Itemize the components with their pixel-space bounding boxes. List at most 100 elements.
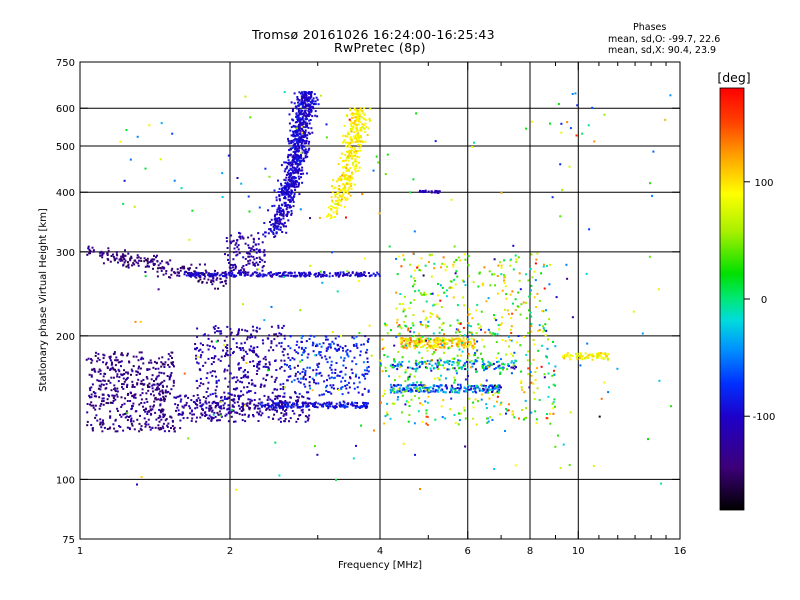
data-point <box>160 269 163 272</box>
data-point <box>142 357 145 360</box>
data-point <box>277 179 279 182</box>
data-point <box>86 411 89 414</box>
data-point <box>244 272 247 275</box>
data-point <box>417 343 420 346</box>
data-point <box>320 356 323 359</box>
data-point <box>320 404 323 407</box>
data-point <box>283 410 286 413</box>
data-point <box>541 344 544 347</box>
data-point <box>425 337 428 340</box>
data-point <box>330 216 333 219</box>
data-point <box>346 178 349 181</box>
data-point <box>437 191 440 194</box>
data-point <box>453 414 456 416</box>
data-point <box>243 271 245 274</box>
data-point <box>414 367 417 370</box>
data-point <box>101 254 104 257</box>
data-point <box>199 404 202 407</box>
data-point <box>458 389 461 392</box>
data-point <box>388 245 391 248</box>
data-point <box>420 357 423 360</box>
data-point <box>205 391 208 393</box>
data-point <box>358 112 361 115</box>
data-point <box>242 256 245 259</box>
data-point <box>428 389 431 392</box>
data-point <box>315 372 318 375</box>
data-point <box>205 271 208 274</box>
data-point <box>352 155 355 157</box>
data-point <box>280 345 283 348</box>
data-point <box>286 188 289 191</box>
data-point <box>480 398 483 401</box>
data-point <box>607 391 610 394</box>
data-point <box>520 386 523 389</box>
data-point <box>288 272 291 275</box>
data-point <box>408 405 411 407</box>
data-point <box>278 404 281 407</box>
data-point <box>257 232 260 235</box>
data-point <box>547 395 550 398</box>
data-point <box>417 390 420 392</box>
data-point <box>241 356 243 359</box>
data-point <box>173 396 176 399</box>
data-point <box>296 130 299 133</box>
data-point <box>405 342 408 345</box>
data-point <box>244 373 247 376</box>
data-point <box>466 368 469 371</box>
data-point <box>156 260 159 263</box>
data-point <box>329 405 332 408</box>
data-point <box>273 402 276 405</box>
data-point <box>569 358 572 361</box>
data-point <box>190 263 193 266</box>
data-point <box>284 403 287 406</box>
data-point <box>278 218 281 221</box>
data-point <box>173 179 176 182</box>
data-point <box>364 402 367 405</box>
data-point <box>364 335 367 338</box>
data-point <box>418 384 421 387</box>
data-point <box>303 145 306 148</box>
data-point <box>348 152 351 155</box>
data-point <box>359 127 362 129</box>
data-point <box>300 144 303 147</box>
data-point <box>533 270 536 273</box>
data-point <box>177 409 180 412</box>
data-point <box>189 272 192 275</box>
data-point <box>165 270 168 272</box>
data-point <box>258 272 261 275</box>
data-point <box>402 310 405 313</box>
data-point <box>459 340 461 343</box>
data-point <box>290 196 293 199</box>
data-point <box>146 413 149 415</box>
data-point <box>143 409 146 411</box>
data-point <box>236 177 239 179</box>
data-point <box>381 370 384 373</box>
data-point <box>219 413 222 416</box>
data-point <box>404 324 407 327</box>
data-point <box>263 260 266 263</box>
data-point <box>122 383 125 386</box>
data-point <box>170 388 173 391</box>
data-point <box>409 366 412 369</box>
data-point <box>109 416 112 419</box>
data-point <box>109 410 112 413</box>
data-point <box>457 329 460 332</box>
data-point <box>355 271 358 274</box>
data-point <box>483 345 486 348</box>
data-point <box>347 271 350 274</box>
data-point <box>505 297 508 300</box>
data-point <box>292 139 295 142</box>
data-point <box>113 384 116 387</box>
data-point <box>302 377 305 380</box>
data-point <box>306 151 309 154</box>
data-point <box>424 400 427 403</box>
data-point <box>518 272 521 275</box>
data-point <box>300 405 303 408</box>
data-point <box>166 424 169 427</box>
data-point <box>433 267 436 270</box>
data-point <box>212 277 215 280</box>
data-point <box>197 362 200 365</box>
data-point <box>341 386 344 388</box>
data-point <box>343 205 346 208</box>
data-point <box>308 122 311 125</box>
